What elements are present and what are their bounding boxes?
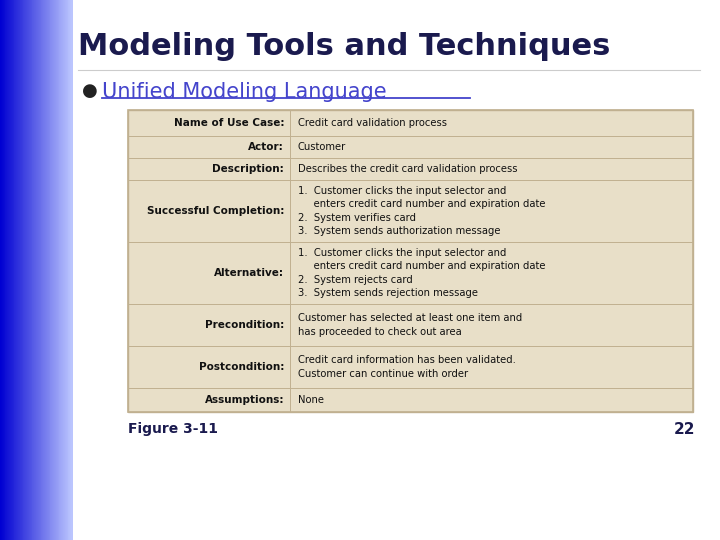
Bar bbox=[21, 0, 22, 540]
Bar bbox=[28, 0, 30, 540]
Bar bbox=[61, 0, 63, 540]
Bar bbox=[68, 0, 70, 540]
Text: Description:: Description: bbox=[212, 164, 284, 174]
Bar bbox=[13, 0, 14, 540]
Bar bbox=[33, 0, 35, 540]
Bar bbox=[29, 0, 30, 540]
Bar bbox=[15, 0, 17, 540]
Bar bbox=[4, 0, 6, 540]
Bar bbox=[4, 0, 5, 540]
Text: 1.  Customer clicks the input selector and
     enters credit card number and ex: 1. Customer clicks the input selector an… bbox=[298, 186, 546, 237]
Bar bbox=[71, 0, 73, 540]
Text: Credit card validation process: Credit card validation process bbox=[298, 118, 447, 128]
Bar bbox=[32, 0, 33, 540]
Bar bbox=[44, 0, 45, 540]
Bar bbox=[66, 0, 67, 540]
Bar bbox=[12, 0, 13, 540]
Bar bbox=[59, 0, 60, 540]
Text: Alternative:: Alternative: bbox=[214, 268, 284, 278]
Text: Unified Modeling Language: Unified Modeling Language bbox=[102, 82, 387, 102]
Bar bbox=[16, 0, 17, 540]
Bar bbox=[55, 0, 56, 540]
Bar bbox=[69, 0, 71, 540]
Bar bbox=[22, 0, 23, 540]
Text: Name of Use Case:: Name of Use Case: bbox=[174, 118, 284, 128]
Bar bbox=[30, 0, 32, 540]
Text: Figure 3-11: Figure 3-11 bbox=[128, 422, 218, 436]
Bar bbox=[63, 0, 64, 540]
Bar bbox=[50, 0, 51, 540]
Bar bbox=[7, 0, 9, 540]
Bar bbox=[24, 0, 26, 540]
Bar bbox=[1, 0, 3, 540]
Bar bbox=[40, 0, 41, 540]
Bar bbox=[58, 0, 59, 540]
Text: Describes the credit card validation process: Describes the credit card validation pro… bbox=[298, 164, 518, 174]
Bar bbox=[3, 0, 4, 540]
Bar bbox=[53, 0, 55, 540]
Bar bbox=[30, 0, 31, 540]
Bar bbox=[1, 0, 2, 540]
Bar bbox=[37, 0, 38, 540]
Bar bbox=[43, 0, 45, 540]
Bar bbox=[48, 0, 49, 540]
Bar bbox=[19, 0, 20, 540]
Text: Postcondition:: Postcondition: bbox=[199, 362, 284, 372]
Bar bbox=[14, 0, 15, 540]
Bar bbox=[46, 0, 48, 540]
Text: 22: 22 bbox=[673, 422, 695, 437]
Bar bbox=[25, 0, 27, 540]
Bar bbox=[39, 0, 40, 540]
Bar bbox=[14, 0, 16, 540]
Text: 1.  Customer clicks the input selector and
     enters credit card number and ex: 1. Customer clicks the input selector an… bbox=[298, 248, 546, 299]
Text: Actor:: Actor: bbox=[248, 142, 284, 152]
Bar bbox=[11, 0, 12, 540]
Bar bbox=[9, 0, 10, 540]
Bar bbox=[8, 0, 9, 540]
Bar bbox=[32, 0, 34, 540]
Bar bbox=[47, 0, 48, 540]
Bar bbox=[42, 0, 44, 540]
Text: Assumptions:: Assumptions: bbox=[204, 395, 284, 405]
Bar bbox=[36, 0, 37, 540]
Bar bbox=[49, 0, 50, 540]
Text: Modeling Tools and Techniques: Modeling Tools and Techniques bbox=[78, 32, 611, 61]
Bar bbox=[56, 0, 57, 540]
Bar bbox=[23, 0, 24, 540]
Text: None: None bbox=[298, 395, 324, 405]
Text: Successful Completion:: Successful Completion: bbox=[147, 206, 284, 216]
Bar bbox=[60, 0, 62, 540]
Text: Credit card information has been validated.
Customer can continue with order: Credit card information has been validat… bbox=[298, 355, 516, 379]
Bar bbox=[128, 110, 693, 412]
Bar bbox=[18, 0, 19, 540]
Text: Customer: Customer bbox=[298, 142, 346, 152]
Bar bbox=[35, 0, 37, 540]
Bar bbox=[66, 0, 68, 540]
Bar bbox=[65, 0, 66, 540]
Bar bbox=[37, 0, 39, 540]
Bar bbox=[27, 0, 28, 540]
Bar bbox=[128, 110, 693, 412]
Bar bbox=[64, 0, 66, 540]
Bar bbox=[17, 0, 19, 540]
Bar bbox=[51, 0, 53, 540]
Bar bbox=[62, 0, 63, 540]
Text: Customer has selected at least one item and
has proceeded to check out area: Customer has selected at least one item … bbox=[298, 313, 522, 337]
Bar bbox=[10, 0, 12, 540]
Bar bbox=[45, 0, 46, 540]
Bar bbox=[20, 0, 21, 540]
Bar bbox=[26, 0, 27, 540]
Bar bbox=[54, 0, 55, 540]
Bar bbox=[0, 0, 1, 540]
Text: ●: ● bbox=[82, 82, 98, 100]
Bar bbox=[58, 0, 60, 540]
Bar bbox=[50, 0, 52, 540]
Bar bbox=[22, 0, 24, 540]
Bar bbox=[57, 0, 58, 540]
Text: Precondition:: Precondition: bbox=[204, 320, 284, 330]
Bar bbox=[40, 0, 42, 540]
Bar bbox=[6, 0, 8, 540]
Bar bbox=[68, 0, 69, 540]
